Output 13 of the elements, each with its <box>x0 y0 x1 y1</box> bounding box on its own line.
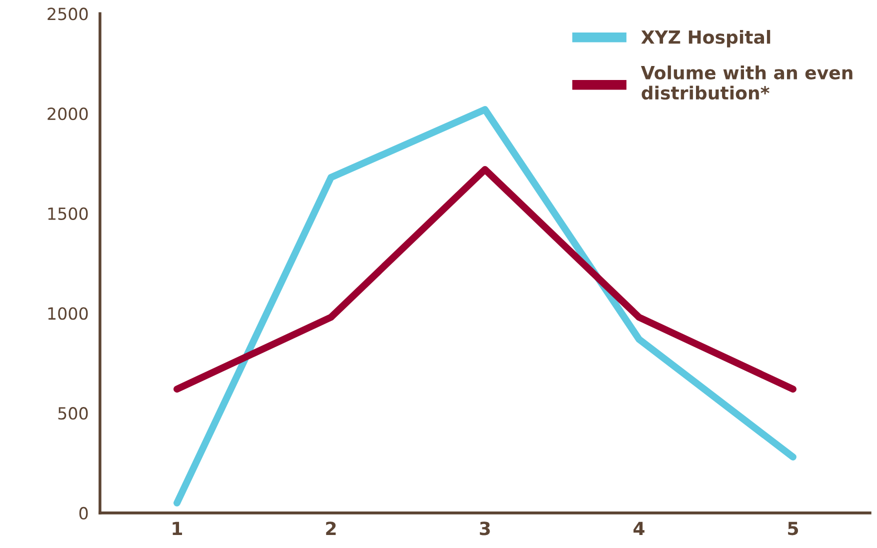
x-tick-label: 2 <box>326 522 336 535</box>
legend-label: Volume with an even distribution* <box>640 65 852 100</box>
x-tick-label: 5 <box>788 522 798 536</box>
x-tick-label: 4 <box>634 522 644 535</box>
y-tick-label: 1000 <box>48 307 88 320</box>
y-tick-label: 2000 <box>48 108 88 120</box>
y-tick-label: 2500 <box>48 8 88 20</box>
y-tick-label: 500 <box>58 407 88 420</box>
y-tick-label: 0 <box>79 506 88 520</box>
x-tick-label: 3 <box>480 522 490 536</box>
y-tick-label: 1500 <box>48 207 88 220</box>
x-tick-label: 1 <box>172 522 182 535</box>
legend-label: XYZ Hospital <box>641 30 770 48</box>
